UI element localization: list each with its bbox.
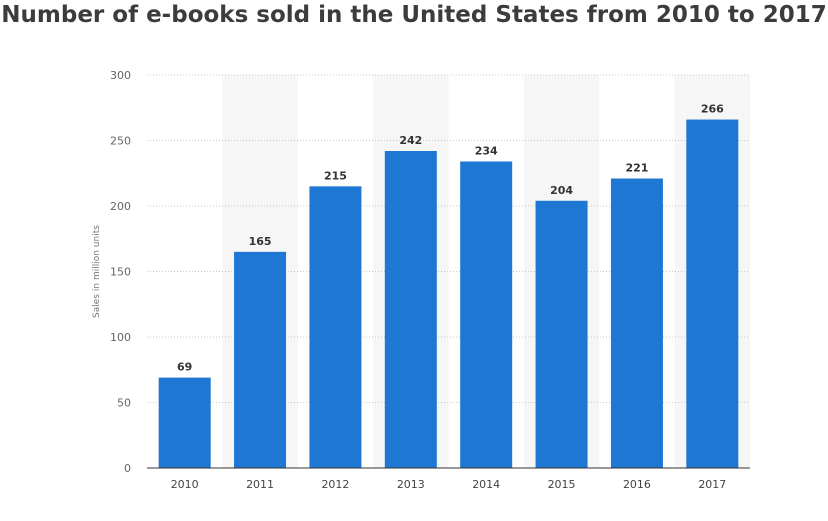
data-label-2010: 69 — [177, 361, 192, 374]
bar-2013 — [385, 151, 437, 468]
data-label-2014: 234 — [475, 144, 498, 157]
y-tick-label: 250 — [110, 135, 131, 148]
data-label-2017: 266 — [701, 103, 724, 116]
y-tick-label: 50 — [117, 397, 131, 410]
x-tick-label: 2014 — [472, 478, 500, 491]
bar-2010 — [159, 378, 211, 468]
x-tick-label: 2010 — [171, 478, 199, 491]
bar-2017 — [686, 120, 738, 468]
data-label-2016: 221 — [625, 161, 648, 174]
data-label-2012: 215 — [324, 169, 347, 182]
x-tick-label: 2011 — [246, 478, 274, 491]
y-axis-ticks: 0 50 100 150 200 250 300 — [110, 69, 131, 475]
bar-2015 — [536, 201, 588, 468]
y-tick-label: 0 — [124, 462, 131, 475]
y-tick-label: 100 — [110, 331, 131, 344]
bar-2016 — [611, 178, 663, 468]
data-label-2011: 165 — [249, 235, 272, 248]
y-tick-label: 300 — [110, 69, 131, 82]
bar-2011 — [234, 252, 286, 468]
x-tick-label: 2015 — [548, 478, 576, 491]
x-axis-ticks: 2010 2011 2012 2013 2014 2015 2016 2017 — [171, 478, 727, 491]
x-tick-label: 2012 — [321, 478, 349, 491]
x-tick-label: 2016 — [623, 478, 651, 491]
x-tick-label: 2017 — [698, 478, 726, 491]
data-label-2013: 242 — [399, 134, 422, 147]
y-tick-label: 150 — [110, 266, 131, 279]
bar-2012 — [309, 186, 361, 468]
data-label-2015: 204 — [550, 184, 573, 197]
bar-2014 — [460, 161, 512, 468]
y-axis-label: Sales in million units — [92, 225, 102, 318]
x-tick-label: 2013 — [397, 478, 425, 491]
y-tick-label: 200 — [110, 200, 131, 213]
